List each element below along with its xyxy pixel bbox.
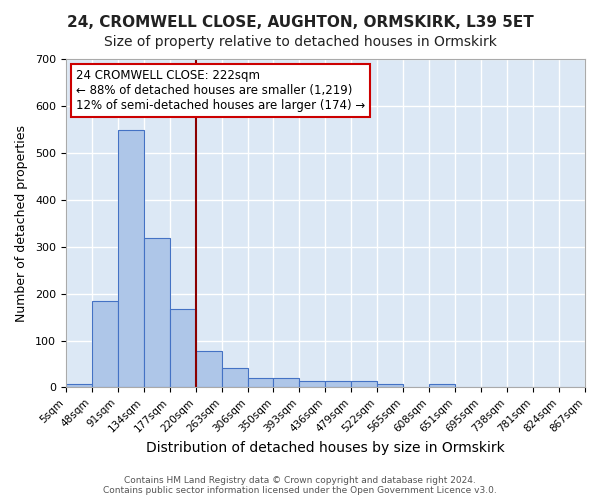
Text: Contains HM Land Registry data © Crown copyright and database right 2024.
Contai: Contains HM Land Registry data © Crown c…	[103, 476, 497, 495]
Bar	[143, 238, 170, 388]
Text: 24 CROMWELL CLOSE: 222sqm
← 88% of detached houses are smaller (1,219)
12% of se: 24 CROMWELL CLOSE: 222sqm ← 88% of detac…	[76, 69, 365, 112]
Bar	[429, 384, 455, 388]
Text: 24, CROMWELL CLOSE, AUGHTON, ORMSKIRK, L39 5ET: 24, CROMWELL CLOSE, AUGHTON, ORMSKIRK, L…	[67, 15, 533, 30]
Bar	[196, 351, 221, 388]
Bar	[118, 130, 143, 388]
Bar	[92, 300, 118, 388]
Bar	[221, 368, 248, 388]
Bar	[299, 382, 325, 388]
Bar	[170, 308, 196, 388]
Bar	[377, 384, 403, 388]
Bar	[352, 381, 377, 388]
X-axis label: Distribution of detached houses by size in Ormskirk: Distribution of detached houses by size …	[146, 441, 505, 455]
Bar	[274, 378, 299, 388]
Text: Size of property relative to detached houses in Ormskirk: Size of property relative to detached ho…	[104, 35, 496, 49]
Bar	[66, 384, 92, 388]
Bar	[248, 378, 274, 388]
Bar	[325, 381, 352, 388]
Y-axis label: Number of detached properties: Number of detached properties	[15, 124, 28, 322]
